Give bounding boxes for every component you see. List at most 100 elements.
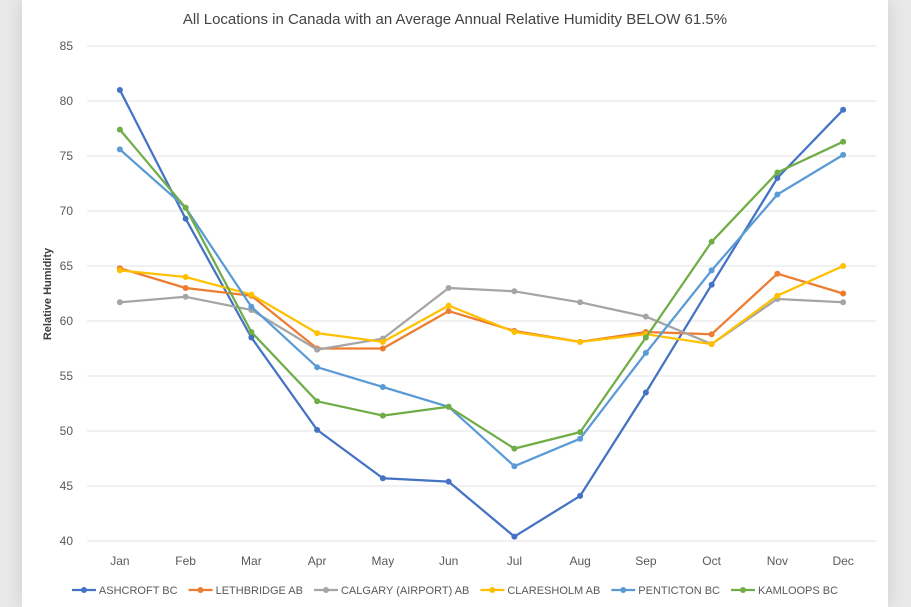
- data-point: [577, 338, 584, 345]
- data-point: [248, 334, 255, 341]
- data-point: [182, 204, 189, 211]
- series-line: [119, 148, 844, 468]
- data-point: [379, 475, 386, 482]
- data-point: [577, 299, 584, 306]
- data-point: [511, 463, 518, 470]
- data-point: [840, 299, 847, 306]
- legend-swatch-marker: [489, 587, 496, 593]
- legend-item: PENTICTON BC: [611, 585, 720, 597]
- legend-item: LETHBRIDGE AB: [188, 585, 303, 597]
- data-point: [577, 435, 584, 442]
- legend-label: CLARESHOLM AB: [507, 585, 600, 597]
- data-point: [774, 191, 781, 198]
- x-tick-label: Apr: [308, 554, 327, 568]
- y-tick-label: 70: [60, 204, 74, 218]
- data-point: [379, 412, 386, 419]
- data-point: [642, 349, 649, 356]
- data-point: [511, 288, 518, 295]
- data-point: [445, 308, 452, 315]
- series-group: [116, 126, 847, 452]
- x-tick-label: Nov: [767, 554, 788, 568]
- x-tick-label: May: [372, 554, 395, 568]
- x-tick-label: Jan: [110, 554, 129, 568]
- data-point: [314, 426, 321, 433]
- data-point: [314, 364, 321, 371]
- legend-label: LETHBRIDGE AB: [216, 585, 303, 597]
- y-tick-label: 80: [60, 94, 74, 108]
- data-point: [840, 138, 847, 145]
- legend-swatch-marker: [80, 587, 87, 593]
- data-point: [445, 302, 452, 309]
- series-group: [116, 146, 847, 470]
- x-tick-label: Aug: [569, 554, 590, 568]
- legend-item: CLARESHOLM AB: [480, 585, 600, 597]
- data-point: [511, 533, 518, 540]
- data-point: [182, 215, 189, 222]
- data-point: [840, 290, 847, 297]
- legend-label: PENTICTON BC: [638, 585, 720, 597]
- data-point: [774, 175, 781, 181]
- legend-label: ASHCROFT BC: [99, 585, 178, 597]
- data-point: [116, 267, 123, 274]
- data-point: [708, 341, 715, 348]
- legend: ASHCROFT BC LETHBRIDGE AB CALGARY (AIRPORT…: [71, 585, 838, 597]
- series-line: [118, 89, 844, 538]
- y-tick-label: 60: [60, 314, 74, 328]
- y-tick-label: 85: [60, 39, 74, 53]
- y-tick-label: 45: [60, 479, 74, 493]
- data-point: [248, 329, 255, 335]
- data-point: [116, 146, 123, 153]
- y-tick-label: 65: [60, 259, 74, 273]
- legend-item: KAMLOOPS BC: [730, 585, 838, 597]
- data-point: [774, 292, 781, 299]
- y-tick-label: 40: [60, 534, 74, 548]
- y-axis-ticks: 40 45 50 55 60 65 70 75 80 85: [60, 39, 74, 548]
- line-chart: All Locations in Canada with an Average …: [42, 11, 876, 597]
- data-point: [642, 313, 649, 320]
- chart-card: All Locations in Canada with an Average …: [22, 0, 888, 607]
- data-point: [774, 270, 781, 277]
- data-point: [182, 285, 189, 291]
- data-point: [379, 345, 386, 352]
- y-axis-title: Relative Humidity: [42, 247, 54, 340]
- data-point: [708, 238, 715, 245]
- y-tick-label: 75: [60, 149, 74, 163]
- data-point: [116, 87, 123, 93]
- series-group: [116, 87, 847, 540]
- chart-title: All Locations in Canada with an Average …: [183, 11, 727, 28]
- x-tick-label: Jul: [507, 554, 522, 568]
- legend-swatch-marker: [739, 587, 746, 593]
- data-point: [642, 334, 649, 341]
- data-point: [314, 330, 321, 337]
- x-tick-label: Oct: [702, 554, 721, 568]
- series-group: [116, 265, 847, 352]
- data-point: [577, 492, 584, 499]
- series-line: [119, 267, 844, 350]
- data-point: [511, 445, 518, 452]
- legend-swatch-marker: [322, 587, 329, 593]
- data-point: [248, 291, 255, 298]
- data-point: [708, 331, 715, 338]
- x-tick-label: Dec: [832, 554, 853, 568]
- legend-swatch-marker: [197, 587, 204, 593]
- series-line: [119, 128, 844, 450]
- data-point: [314, 346, 321, 353]
- x-axis-ticks: Jan Feb Mar Apr May Jun Jul Aug Sep Oct Nov Dec: [110, 554, 854, 568]
- data-point: [642, 389, 649, 396]
- legend-label: CALGARY (AIRPORT) AB: [341, 585, 469, 597]
- data-point: [116, 126, 123, 133]
- data-point: [577, 429, 584, 436]
- data-point: [840, 263, 847, 269]
- legend-swatch-marker: [620, 587, 627, 593]
- x-tick-label: Feb: [175, 554, 196, 568]
- data-point: [314, 398, 321, 405]
- data-point: [379, 338, 386, 345]
- data-point: [116, 299, 123, 306]
- x-tick-label: Jun: [439, 554, 458, 568]
- y-tick-label: 50: [60, 424, 74, 438]
- data-point: [248, 303, 255, 310]
- data-point: [379, 384, 386, 390]
- data-point: [445, 403, 452, 410]
- data-point: [840, 106, 847, 113]
- y-tick-label: 55: [60, 369, 74, 383]
